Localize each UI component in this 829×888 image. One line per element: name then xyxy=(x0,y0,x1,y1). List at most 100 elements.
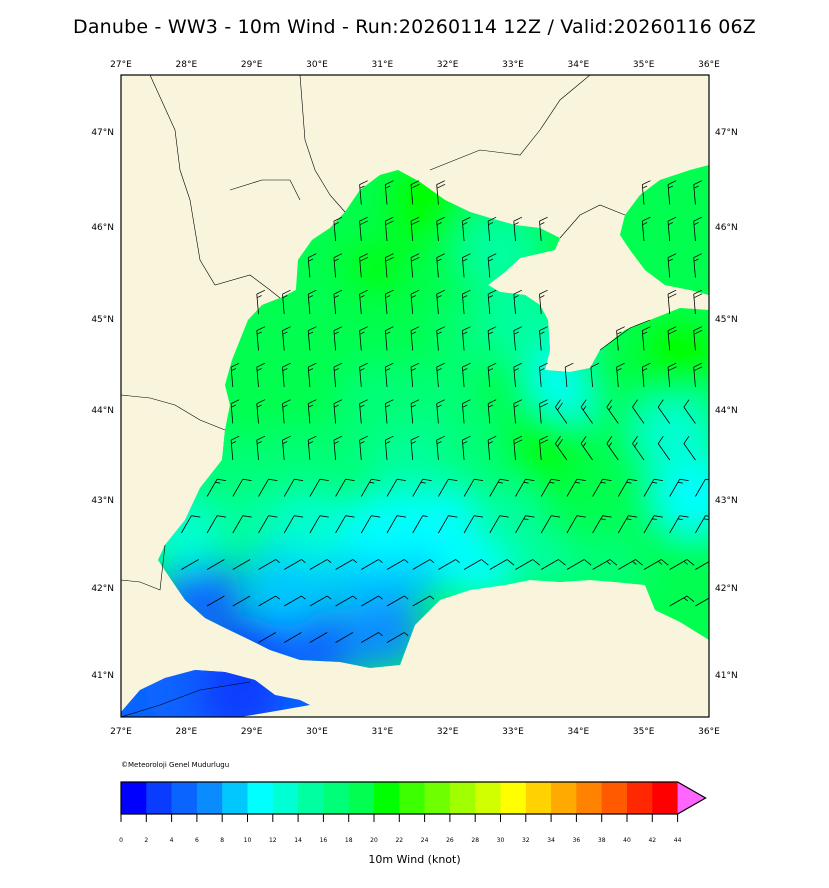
wind-barb-99 xyxy=(282,435,291,461)
wind-barb-123 xyxy=(386,478,406,497)
lat-label-right-1: 46°N xyxy=(715,223,738,233)
wind-barb-149 xyxy=(515,515,535,534)
lat-label-left-0: 47°N xyxy=(91,128,114,138)
lat-label-left-1: 46°N xyxy=(91,223,114,233)
wind-barb-49 xyxy=(410,326,420,351)
wind-barb-163 xyxy=(335,559,358,570)
colorbar-tick-label-4: 8 xyxy=(220,837,224,844)
wind-barb-9 xyxy=(384,216,394,242)
wind-barb-150 xyxy=(540,515,561,534)
colorbar-segment-1 xyxy=(146,782,173,814)
wind-barb-127 xyxy=(489,478,509,497)
wind-shade-29 xyxy=(275,351,359,436)
wind-barb-161 xyxy=(283,559,306,570)
wind-barb-27 xyxy=(667,253,677,278)
wind-barb-175 xyxy=(643,559,669,570)
wind-barb-11 xyxy=(436,216,445,242)
wind-barb-131 xyxy=(592,478,612,497)
lon-label-bottom-1: 28°E xyxy=(176,727,198,737)
wind-barb-168 xyxy=(463,559,489,570)
wind-shade-27 xyxy=(634,388,709,473)
wind-barb-186 xyxy=(412,595,435,607)
wind-barb-145 xyxy=(412,515,428,534)
wind-barb-171 xyxy=(540,559,566,570)
wind-barb-20 xyxy=(333,253,343,278)
wind-barb-162 xyxy=(309,559,332,570)
colorbar-tick-label-9: 18 xyxy=(345,837,353,844)
wind-barb-32 xyxy=(333,289,343,315)
wind-barb-68 xyxy=(462,362,471,388)
colorbar-tick-label-21: 42 xyxy=(648,837,656,844)
axis-labels: 27°E 27°E 28°E 28°E 29°E 29°E 30°E 30°E 31°E 31°E… xyxy=(91,60,737,737)
wind-barb-174 xyxy=(618,559,643,570)
wind-barb-36 xyxy=(436,289,445,315)
wind-barb-101 xyxy=(333,435,343,461)
wind-speed-shading xyxy=(144,165,709,717)
wind-barb-192 xyxy=(335,632,354,643)
colorbar-tick-label-3: 6 xyxy=(195,837,199,844)
wind-barb-6 xyxy=(693,180,702,205)
wind-barb-154 xyxy=(643,515,663,534)
plot-frame xyxy=(120,74,710,718)
lat-label-right-4: 43°N xyxy=(715,496,738,506)
colorbar-label: 10m Wind (knot) xyxy=(368,853,461,866)
wind-barb-3 xyxy=(436,180,446,205)
wind-barb-119 xyxy=(283,478,304,497)
wind-barb-92 xyxy=(580,399,593,424)
colorbar-tick-label-20: 40 xyxy=(623,837,631,844)
lat-label-right-6: 41°N xyxy=(715,671,738,681)
colorbar-segment-21 xyxy=(652,782,679,814)
wind-barb-180 xyxy=(258,595,280,607)
wind-barb-96 xyxy=(683,399,696,424)
wind-barb-5 xyxy=(667,180,677,205)
colorbar-segment-15 xyxy=(500,782,527,814)
wind-barb-0 xyxy=(359,180,368,205)
wind-barb-14 xyxy=(513,216,523,242)
lon-label-top-9: 36°E xyxy=(698,60,720,70)
wind-barb-59 xyxy=(230,362,240,388)
colorbar-segment-2 xyxy=(171,782,198,814)
wind-barb-64 xyxy=(359,362,368,388)
colorbar-segment-17 xyxy=(551,782,577,814)
lon-label-bottom-5: 32°E xyxy=(437,727,459,737)
lon-label-top-1: 28°E xyxy=(176,60,198,70)
wind-barb-35 xyxy=(410,289,420,315)
wind-barb-187 xyxy=(669,595,695,607)
colorbar-tick-label-8: 16 xyxy=(320,837,328,844)
wind-barb-139 xyxy=(258,515,278,534)
wind-barb-2 xyxy=(410,180,420,205)
wind-barb-85 xyxy=(410,399,420,424)
wind-barb-146 xyxy=(438,515,458,534)
wind-barb-95 xyxy=(657,399,671,424)
lat-label-left-6: 41°N xyxy=(91,671,114,681)
colorbar-segment-13 xyxy=(449,782,476,814)
colorbar-segment-4 xyxy=(222,782,248,814)
wind-barb-97 xyxy=(230,435,240,461)
wind-shade-19 xyxy=(653,451,709,536)
wind-barb-25 xyxy=(462,253,471,278)
colorbar-segment-3 xyxy=(196,782,223,814)
wind-barb-143 xyxy=(360,515,381,534)
wind-barb-185 xyxy=(386,595,409,607)
wind-barb-167 xyxy=(438,559,460,570)
wind-shade-4 xyxy=(242,542,327,627)
wind-barb-164 xyxy=(361,559,383,570)
colorbar-tick-label-16: 32 xyxy=(522,837,530,844)
wind-barb-65 xyxy=(384,362,394,388)
lon-label-top-8: 35°E xyxy=(633,60,655,70)
wind-barb-73 xyxy=(590,362,600,388)
wind-barb-115 xyxy=(683,435,696,461)
wind-barb-24 xyxy=(436,253,445,278)
lat-label-right-3: 44°N xyxy=(715,406,738,416)
colorbar-segment-0 xyxy=(121,782,147,814)
wind-barb-54 xyxy=(539,326,548,351)
colorbar-tick-label-12: 24 xyxy=(421,837,429,844)
wind-barb-125 xyxy=(438,478,458,497)
wind-barb-110 xyxy=(555,435,568,461)
lon-label-bottom-8: 35°E xyxy=(633,727,655,737)
map-title: Danube - WW3 - 10m Wind - Run:20260114 1… xyxy=(72,16,757,38)
wind-barb-93 xyxy=(606,399,619,424)
wind-barb-72 xyxy=(564,362,574,388)
wind-barb-41 xyxy=(667,289,677,315)
colorbar-segment-5 xyxy=(247,782,274,814)
